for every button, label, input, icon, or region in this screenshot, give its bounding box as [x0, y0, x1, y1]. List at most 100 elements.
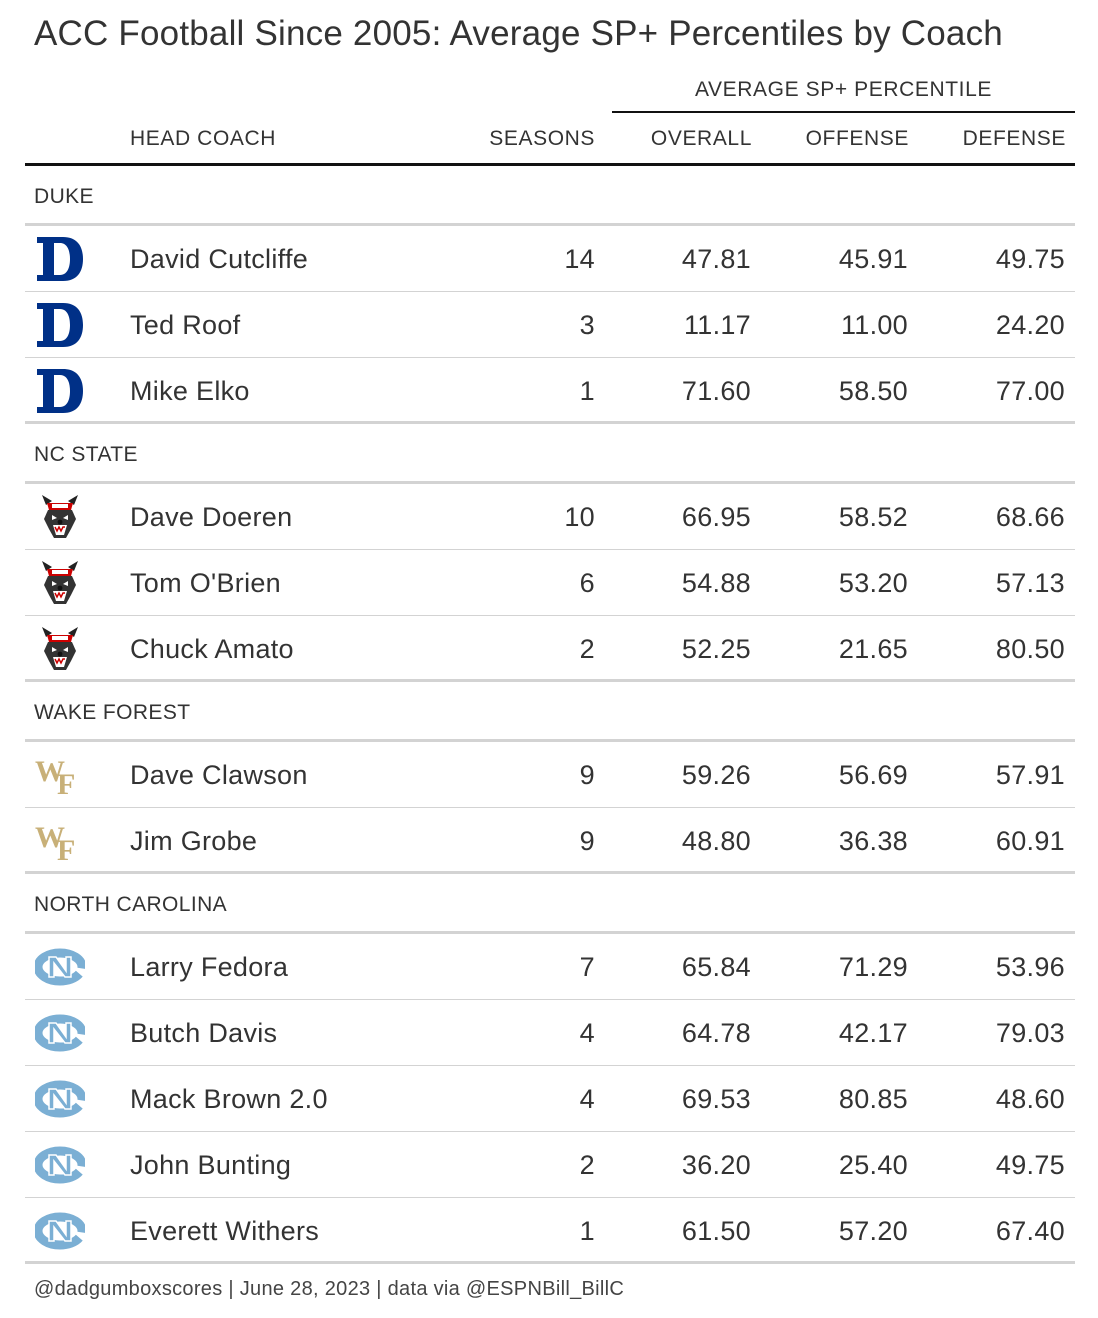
- defense-value: 60.91: [995, 826, 1065, 856]
- table-row: Ted Roof 3 11.17 11.00 24.20: [25, 292, 1075, 358]
- seasons-value: 7: [579, 952, 595, 982]
- offense-value: 58.52: [838, 502, 908, 532]
- offense-value: 42.17: [838, 1018, 908, 1048]
- unc-nc-logo-icon: [33, 1075, 87, 1123]
- table-row: David Cutcliffe 14 47.81 45.91 49.75: [25, 226, 1075, 292]
- coach-name: Chuck Amato: [130, 634, 294, 664]
- nc-state-wolf-logo-icon: [35, 493, 85, 541]
- overall-value: 54.88: [681, 568, 751, 598]
- seasons-value: 4: [579, 1018, 595, 1048]
- defense-value: 77.00: [995, 376, 1065, 406]
- svg-text:F: F: [57, 834, 75, 865]
- defense-value: 53.96: [995, 952, 1065, 982]
- group-header: DUKE: [25, 166, 1075, 226]
- seasons-value: 2: [579, 634, 595, 664]
- duke-d-logo-icon: [35, 301, 85, 349]
- defense-value: 67.40: [995, 1216, 1065, 1246]
- group-label: WAKE FOREST: [34, 701, 191, 724]
- defense-value: 48.60: [995, 1084, 1065, 1114]
- duke-d-logo-icon: [35, 367, 85, 415]
- defense-value: 57.13: [995, 568, 1065, 598]
- offense-value: 11.00: [840, 310, 908, 340]
- seasons-value: 3: [579, 310, 595, 340]
- table-row: Mike Elko 1 71.60 58.50 77.00: [25, 358, 1075, 424]
- seasons-value: 4: [579, 1084, 595, 1114]
- nc-state-wolf-logo-icon: [35, 559, 85, 607]
- defense-value: 24.20: [995, 310, 1065, 340]
- coach-name: John Bunting: [130, 1150, 292, 1180]
- overall-value: 71.60: [681, 376, 751, 406]
- footer-credit: @dadgumboxscores | June 28, 2023 | data …: [34, 1278, 625, 1300]
- defense-value: 79.03: [995, 1018, 1065, 1048]
- coach-name: Mack Brown 2.0: [130, 1084, 328, 1114]
- duke-d-logo-icon: [35, 235, 85, 283]
- seasons-value: 9: [579, 826, 595, 856]
- defense-value: 49.75: [995, 1150, 1065, 1180]
- table-row: Everett Withers 1 61.50 57.20 67.40: [25, 1198, 1075, 1264]
- seasons-value: 6: [579, 568, 595, 598]
- offense-value: 36.38: [838, 826, 908, 856]
- seasons-value: 14: [564, 244, 595, 274]
- seasons-value: 2: [579, 1150, 595, 1180]
- group-label: DUKE: [34, 185, 94, 208]
- coach-name: Jim Grobe: [130, 826, 258, 856]
- group-label: NORTH CAROLINA: [34, 893, 228, 916]
- coach-name: Ted Roof: [130, 310, 241, 340]
- coach-name: Tom O'Brien: [130, 568, 281, 598]
- overall-value: 59.26: [681, 760, 751, 790]
- unc-nc-logo-icon: [33, 1141, 87, 1189]
- coach-name: Mike Elko: [130, 376, 250, 406]
- col-header-overall: OVERALL: [650, 127, 752, 150]
- spanner-label: AVERAGE SP+ PERCENTILE: [612, 76, 1075, 113]
- overall-value: 36.20: [681, 1150, 751, 1180]
- unc-nc-logo-icon: [33, 1207, 87, 1255]
- seasons-value: 1: [579, 1216, 595, 1246]
- chart-title: ACC Football Since 2005: Average SP+ Per…: [34, 14, 1003, 53]
- table-row: Dave Doeren 10 66.95 58.52 68.66: [25, 484, 1075, 550]
- offense-value: 21.65: [838, 634, 908, 664]
- defense-value: 49.75: [995, 244, 1065, 274]
- group-label: NC STATE: [34, 443, 138, 466]
- defense-value: 68.66: [995, 502, 1065, 532]
- group-header: WAKE FOREST: [25, 682, 1075, 742]
- overall-value: 64.78: [681, 1018, 751, 1048]
- group-header: NC STATE: [25, 424, 1075, 484]
- table-row: Butch Davis 4 64.78 42.17 79.03: [25, 1000, 1075, 1066]
- svg-text:W: W: [35, 821, 65, 854]
- seasons-value: 10: [564, 502, 595, 532]
- coach-name: Dave Clawson: [130, 760, 308, 790]
- group-header: NORTH CAROLINA: [25, 874, 1075, 934]
- offense-value: 25.40: [838, 1150, 908, 1180]
- table-row: Mack Brown 2.0 4 69.53 80.85 48.60: [25, 1066, 1075, 1132]
- svg-text:F: F: [57, 768, 75, 799]
- seasons-value: 1: [579, 376, 595, 406]
- coach-name: David Cutcliffe: [130, 244, 309, 274]
- table-row: Chuck Amato 2 52.25 21.65 80.50: [25, 616, 1075, 682]
- col-header-defense: DEFENSE: [962, 127, 1066, 150]
- overall-value: 61.50: [681, 1216, 751, 1246]
- unc-nc-logo-icon: [33, 1009, 87, 1057]
- seasons-value: 9: [579, 760, 595, 790]
- overall-value: 66.95: [681, 502, 751, 532]
- overall-value: 47.81: [681, 244, 751, 274]
- coach-name: Everett Withers: [130, 1216, 320, 1246]
- nc-state-wolf-logo-icon: [35, 625, 85, 673]
- offense-value: 58.50: [838, 376, 908, 406]
- table-row: Tom O'Brien 6 54.88 53.20 57.13: [25, 550, 1075, 616]
- coach-name: Larry Fedora: [130, 952, 289, 982]
- overall-value: 48.80: [681, 826, 751, 856]
- unc-nc-logo-icon: [33, 943, 87, 991]
- overall-value: 11.17: [683, 310, 751, 340]
- offense-value: 53.20: [838, 568, 908, 598]
- col-header-seasons: SEASONS: [489, 127, 595, 150]
- defense-value: 80.50: [995, 634, 1065, 664]
- offense-value: 80.85: [838, 1084, 908, 1114]
- table-row: W F Jim Grobe 9 48.80 36.38 60.91: [25, 808, 1075, 874]
- overall-value: 65.84: [681, 952, 751, 982]
- defense-value: 57.91: [995, 760, 1065, 790]
- overall-value: 52.25: [681, 634, 751, 664]
- header-rule: [25, 163, 1075, 166]
- table-row: John Bunting 2 36.20 25.40 49.75: [25, 1132, 1075, 1198]
